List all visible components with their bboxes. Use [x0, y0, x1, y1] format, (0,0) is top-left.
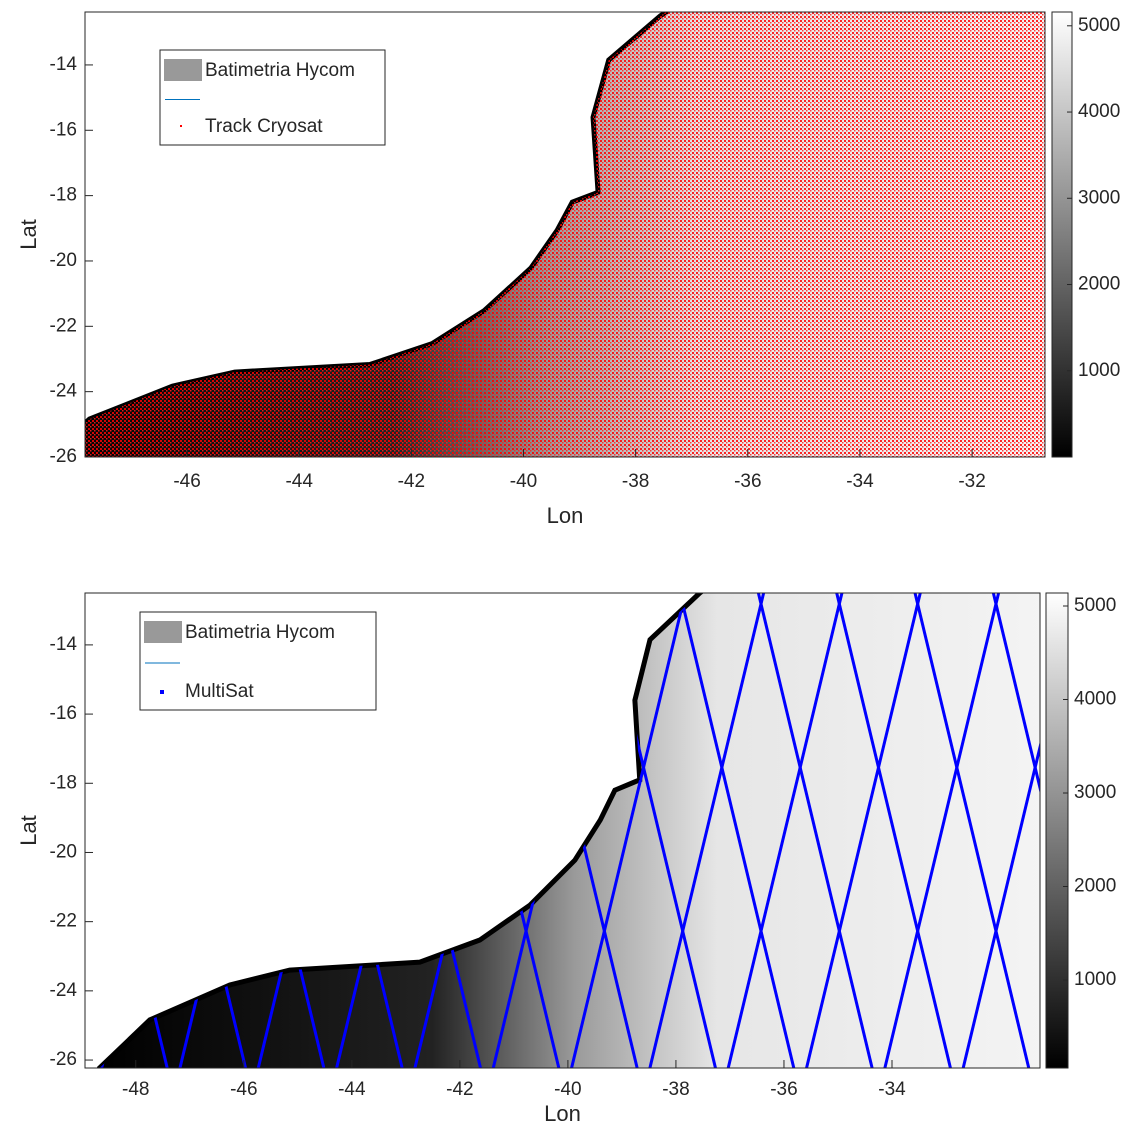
- y-tick-label: -14: [50, 54, 78, 75]
- colorbar-tick-label: 4000: [1078, 101, 1120, 122]
- track-line: [563, 593, 691, 1068]
- y-tick-label: -26: [50, 446, 77, 467]
- x-tick-label: -46: [230, 1079, 257, 1100]
- y-tick-label: -20: [50, 250, 77, 271]
- y-axis-label: Lat: [16, 219, 41, 250]
- coastline: [97, 593, 704, 1068]
- x-tick-label: -40: [554, 1079, 581, 1100]
- x-tick-label: -34: [878, 1079, 906, 1100]
- legend-label: Batimetria Hycom: [185, 622, 335, 643]
- track-line: [674, 593, 802, 1068]
- track-line: [955, 593, 1040, 1068]
- legend-swatch: [144, 621, 182, 643]
- y-tick-label: -26: [50, 1049, 77, 1070]
- legend-marker: [180, 125, 182, 127]
- x-axis-label: Lon: [547, 503, 584, 528]
- legend-marker: [160, 690, 164, 694]
- y-tick-label: -20: [50, 841, 77, 862]
- y-tick-label: -18: [50, 185, 77, 206]
- track-line: [720, 593, 848, 1068]
- x-tick-label: -36: [770, 1079, 797, 1100]
- x-tick-label: -48: [122, 1079, 149, 1100]
- x-tick-label: -38: [662, 1079, 689, 1100]
- track-line: [831, 593, 959, 1068]
- x-tick-label: -42: [446, 1079, 473, 1100]
- colorbar-tick-label: 5000: [1078, 15, 1120, 36]
- x-tick-label: -44: [338, 1079, 366, 1100]
- x-tick-label: -38: [622, 471, 649, 492]
- track-line: [909, 593, 1037, 1068]
- track-line: [1068, 576, 1137, 1095]
- track-line: [1113, 576, 1137, 1095]
- y-axis-label: Lat: [16, 815, 41, 846]
- y-tick-label: -18: [50, 772, 77, 793]
- colorbar: [1051, 11, 1073, 458]
- y-tick-label: -24: [50, 980, 78, 1001]
- colorbar-tick-label: 3000: [1074, 782, 1116, 803]
- y-tick-label: -16: [50, 703, 77, 724]
- x-tick-label: -42: [398, 471, 425, 492]
- axes-box: [84, 11, 1046, 458]
- x-tick-label: -34: [846, 471, 874, 492]
- y-tick-label: -14: [50, 634, 78, 655]
- track-line: [0, 576, 95, 1095]
- legend-label: Batimetria Hycom: [205, 60, 355, 81]
- track-line: [752, 593, 880, 1068]
- legend-swatch: [164, 59, 202, 81]
- y-tick-label: -24: [50, 381, 78, 402]
- colorbar-tick-label: 2000: [1074, 876, 1116, 897]
- track-line: [877, 593, 1005, 1068]
- x-tick-label: -40: [510, 471, 537, 492]
- x-tick-label: -44: [285, 471, 313, 492]
- legend-label: MultiSat: [185, 681, 254, 702]
- y-tick-label: -22: [50, 315, 77, 336]
- x-axis-label: Lon: [544, 1101, 581, 1126]
- track-line: [642, 593, 770, 1068]
- y-tick-label: -22: [50, 911, 77, 932]
- colorbar-tick-label: 2000: [1078, 274, 1120, 295]
- colorbar-tick-label: 4000: [1074, 689, 1116, 710]
- track-line: [0, 576, 17, 1095]
- colorbar: [1045, 592, 1069, 1069]
- x-tick-label: -32: [958, 471, 985, 492]
- x-tick-label: -46: [173, 471, 200, 492]
- colorbar-tick-label: 3000: [1078, 187, 1120, 208]
- colorbar-tick-label: 1000: [1074, 969, 1116, 990]
- bathymetry: [99, 593, 1040, 1068]
- axes-box: [84, 592, 1041, 1069]
- colorbar-tick-label: 5000: [1074, 595, 1116, 616]
- colorbar-tick-label: 1000: [1078, 360, 1120, 381]
- track-line: [987, 593, 1040, 1068]
- legend-label: Track Cryosat: [205, 116, 323, 137]
- y-tick-label: -16: [50, 119, 77, 140]
- track-line: [798, 593, 926, 1068]
- x-tick-label: -36: [734, 471, 761, 492]
